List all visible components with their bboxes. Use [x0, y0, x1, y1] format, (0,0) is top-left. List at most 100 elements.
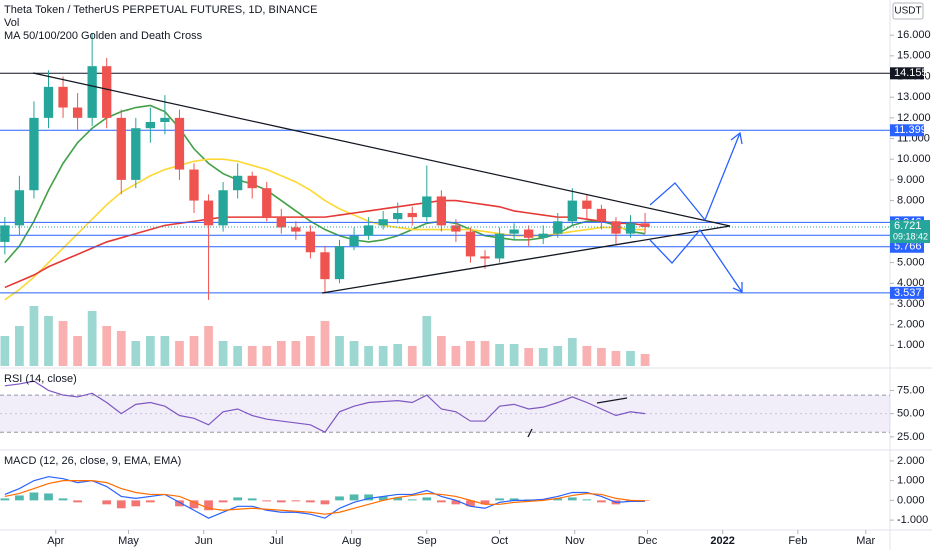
volume-bar	[87, 311, 97, 366]
histogram-bar	[495, 498, 504, 501]
currency[interactable]: USDT	[894, 6, 921, 17]
x-tick-label: 2022	[710, 535, 734, 547]
rsi-line-drawing	[527, 428, 533, 438]
y-tick-label: 50.00	[897, 408, 925, 420]
histogram-bar	[466, 500, 475, 507]
volume-bar	[262, 346, 272, 366]
histogram-bar	[567, 497, 577, 501]
histogram-bar	[189, 500, 199, 509]
volume-bar	[160, 336, 170, 366]
candle-body	[393, 212, 403, 220]
volume-bar	[466, 341, 475, 366]
last-price-box	[890, 220, 930, 244]
rsi-line-drawing	[596, 397, 628, 404]
volume-bar	[15, 326, 24, 366]
candle-body	[422, 196, 432, 218]
level-label: 3.537	[894, 287, 922, 299]
volume-bar	[175, 341, 184, 366]
volume-bar	[436, 336, 446, 366]
x-tick-label: Jun	[195, 535, 213, 547]
volume-bar	[597, 348, 606, 366]
candle-body	[480, 256, 490, 259]
y-tick-label: 0.000	[897, 494, 925, 506]
candle-body	[14, 190, 25, 226]
volume-bar	[218, 341, 228, 366]
candle-body	[553, 221, 563, 234]
histogram-bar	[262, 500, 272, 502]
volume-bar	[204, 326, 213, 366]
candle-body	[451, 225, 461, 232]
candle-body	[494, 233, 505, 259]
level-label-box	[890, 240, 924, 253]
histogram-bar	[436, 500, 446, 503]
candle-body	[625, 223, 636, 234]
level-label: 5.766	[894, 241, 922, 253]
candle-body	[305, 231, 316, 253]
candle-body	[160, 117, 170, 122]
x-tick-label: Nov	[565, 535, 585, 547]
candle-body	[43, 86, 54, 118]
histogram-bar	[116, 500, 126, 509]
volume-bar	[320, 321, 330, 366]
plot: 1.0002.0003.0004.0005.0006.0007.0008.000…	[0, 29, 931, 547]
y-tick-label: -1.000	[897, 514, 928, 526]
histogram-bar	[364, 494, 373, 501]
volume-bar	[131, 341, 141, 366]
volume-bar	[116, 331, 126, 366]
candle-body	[596, 208, 607, 222]
candle-body	[29, 117, 39, 191]
histogram-bar	[291, 500, 301, 502]
histogram-bar	[15, 495, 24, 501]
x-tick-label: Oct	[491, 535, 508, 547]
volume-bar	[73, 336, 82, 366]
candle-body	[0, 225, 10, 242]
volume-bar	[247, 346, 257, 366]
histogram-bar	[58, 498, 68, 501]
moving-average	[4, 104, 646, 264]
candle-body	[174, 117, 185, 170]
volume-bar	[553, 346, 563, 366]
currency-box[interactable]	[892, 2, 924, 20]
candle-body	[233, 175, 243, 191]
histogram-bar	[335, 496, 344, 501]
histogram-bar	[131, 500, 141, 507]
histogram-bar	[218, 500, 228, 503]
histogram-bar	[73, 500, 82, 503]
y-tick-label: 16.000	[897, 29, 931, 41]
x-tick-label: Aug	[342, 535, 362, 547]
y-tick-label: 10.000	[897, 153, 931, 165]
volume-bar	[538, 348, 548, 366]
candle-body	[582, 200, 592, 209]
histogram-bar	[175, 500, 184, 507]
y-tick-label: 25.00	[897, 431, 925, 443]
volume-bar	[451, 346, 461, 366]
volume-bar	[567, 338, 577, 366]
volume-bar	[0, 336, 10, 366]
y-tick-label: 4.000	[897, 277, 925, 289]
indicator-label: MA 50/100/200 Golden and Death Cross	[4, 30, 203, 42]
signal-line	[4, 480, 646, 515]
candle-body	[320, 252, 330, 280]
x-tick-label: Mar	[856, 535, 875, 547]
level-label-box	[890, 67, 924, 80]
candle-body	[276, 217, 286, 228]
volume-bar	[495, 344, 504, 366]
candle-body	[524, 229, 534, 238]
candle-body	[131, 128, 141, 180]
rsi-line	[4, 380, 646, 433]
volume-bar	[626, 351, 635, 366]
volume-bar	[407, 346, 417, 366]
histogram-bar	[582, 499, 592, 501]
volume-bar	[378, 346, 388, 366]
indicator-label: Vol	[4, 17, 19, 29]
histogram-bar	[306, 500, 315, 503]
indicator-label: MACD (12, 26, close, 9, EMA, EMA)	[4, 455, 181, 467]
volume-bar	[393, 344, 403, 366]
histogram-bar	[0, 498, 10, 501]
volume-bar	[189, 336, 199, 366]
volume-bar	[349, 341, 359, 366]
volume-bar	[480, 341, 490, 366]
histogram-bar	[422, 497, 432, 501]
y-tick-label: 15.000	[897, 50, 931, 62]
